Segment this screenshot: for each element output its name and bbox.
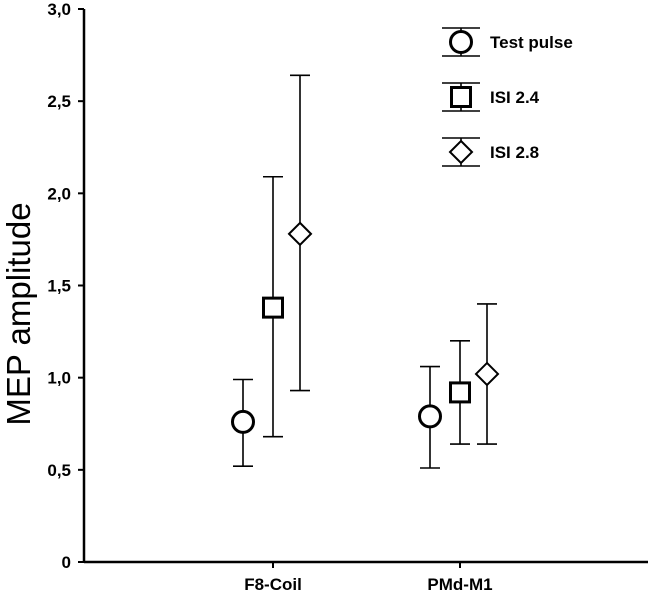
y-tick-label: 2,5	[47, 92, 71, 111]
x-category-label: F8-Coil	[244, 575, 302, 594]
legend-marker-square	[450, 86, 472, 108]
data-point-square	[262, 296, 284, 319]
y-axis-label: MEP amplitude	[0, 202, 37, 425]
data-point-diamond	[474, 361, 500, 387]
data-point-group	[231, 378, 255, 467]
legend-label: ISI 2.8	[490, 143, 539, 162]
data-point-circle	[231, 409, 255, 434]
data-point-group	[262, 175, 284, 438]
y-tick-label: 3,0	[47, 0, 71, 19]
y-ticks: 0 0,5 1,0 1,5 2,0 2,5 3,0	[47, 0, 84, 572]
x-category-label: PMd-M1	[427, 575, 492, 594]
data-marks	[231, 74, 500, 469]
data-point-diamond	[287, 221, 313, 247]
axes	[82, 9, 648, 564]
data-point-square	[449, 381, 471, 404]
y-tick-label: 0,5	[47, 461, 71, 480]
y-tick-label: 1,5	[47, 277, 71, 296]
data-point-group	[474, 303, 500, 445]
legend-marker-diamond	[448, 139, 474, 165]
y-tick-label: 2,0	[47, 184, 71, 203]
legend-item: Test pulse	[442, 27, 573, 57]
data-point-group	[449, 339, 471, 445]
legend-label: ISI 2.4	[490, 88, 540, 107]
y-tick-label: 0	[62, 553, 71, 572]
data-point-group	[418, 365, 442, 469]
x-categories: F8-Coil PMd-M1	[244, 562, 493, 594]
legend-marker-circle	[449, 30, 473, 54]
y-tick-label: 1,0	[47, 369, 71, 388]
legend-item: ISI 2.4	[442, 82, 540, 112]
legend-item: ISI 2.8	[442, 137, 539, 167]
data-point-group	[287, 74, 313, 392]
data-point-circle	[418, 404, 442, 429]
legend: Test pulse ISI 2.4 ISI 2.8	[442, 27, 573, 167]
legend-label: Test pulse	[490, 33, 573, 52]
